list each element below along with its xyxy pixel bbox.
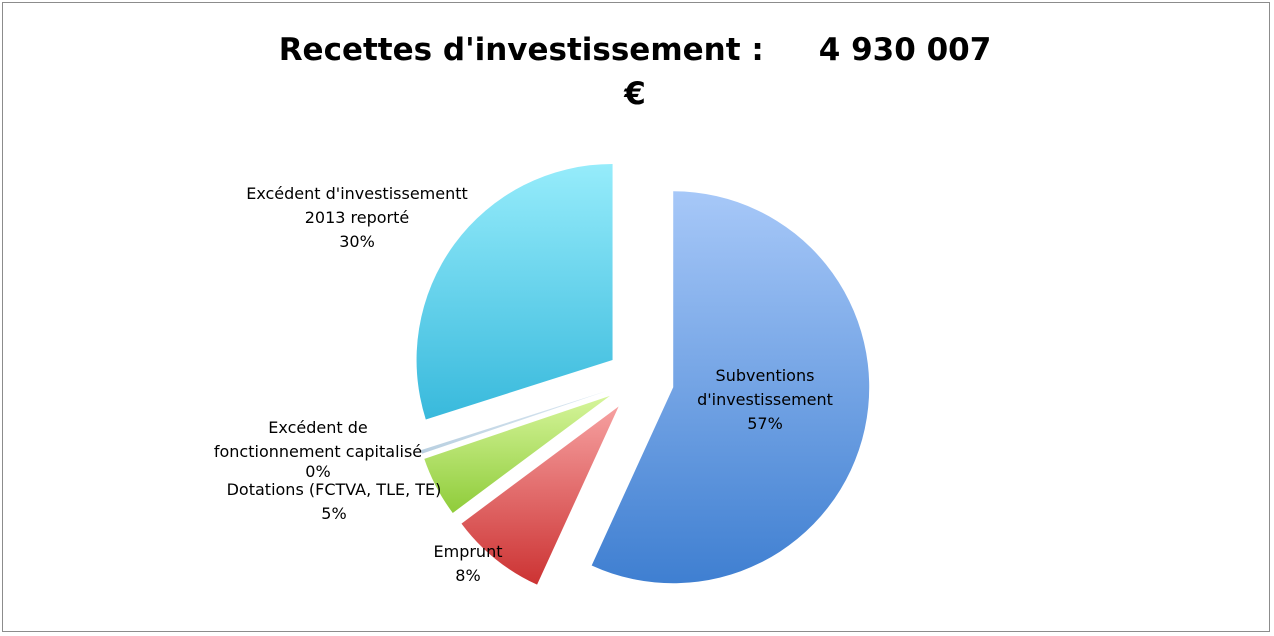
chart-title-text: Recettes d'investissement :	[278, 32, 764, 68]
pie-slice	[591, 191, 870, 584]
chart-title-line2: €	[624, 76, 646, 112]
label-dotations: Dotations (FCTVA, TLE, TE) 5%	[226, 480, 442, 523]
label-emprunt: Emprunt 8%	[433, 542, 503, 585]
pie-slice	[461, 406, 619, 585]
label-excedent-investissement: Excédent d'investissementt 2013 reporté …	[246, 184, 468, 251]
label-subventions: Subventions d'investissement 57%	[697, 366, 833, 433]
pie-slice	[420, 390, 608, 454]
pie-slice	[416, 163, 613, 420]
chart-title: Recettes d'investissement : 4 930 007 €	[250, 28, 1020, 116]
pie-slice	[424, 395, 610, 513]
chart-title-value: 4 930 007	[818, 32, 992, 68]
label-excedent-fonctionnement: Excédent de fonctionnement capitalisé 0%	[213, 418, 423, 481]
chart-title-line1: Recettes d'investissement : 4 930 007	[250, 28, 1020, 72]
